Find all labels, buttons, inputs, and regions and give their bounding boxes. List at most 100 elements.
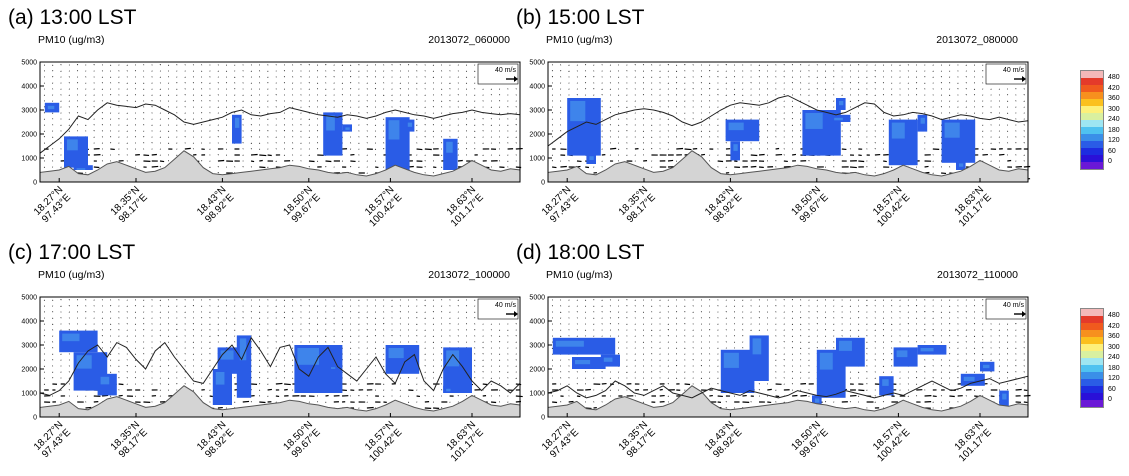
colorbar-segment — [1081, 379, 1103, 386]
wind-vector — [276, 372, 277, 373]
wind-vector — [867, 106, 868, 107]
wind-vector — [392, 306, 393, 307]
panel-d: (d) 18:00 LST PM10 (ug/m3) 2013072_11000… — [508, 241, 1048, 476]
wind-vector — [243, 324, 244, 325]
wind-vector — [834, 76, 835, 77]
wind-vector — [552, 160, 553, 161]
wind-vector — [660, 360, 661, 361]
pm10-plume-core — [556, 341, 584, 347]
wind-vector — [119, 118, 120, 119]
wind-vector — [292, 107, 293, 108]
wind-vector — [474, 137, 475, 138]
colorbar-segment — [1081, 71, 1103, 78]
wind-vector — [491, 402, 496, 403]
colorbar-label: 120 — [1108, 137, 1120, 144]
colorbar-segment — [1081, 92, 1103, 99]
wind-vector — [834, 160, 835, 161]
wind-vector — [693, 312, 694, 313]
x-tick-label: 18.50°N99.67°E — [790, 184, 831, 225]
wind-vector — [499, 341, 500, 342]
wind-vector — [309, 161, 315, 162]
wind-vector — [759, 330, 760, 331]
wind-vector — [1016, 389, 1022, 390]
wind-vector — [441, 89, 442, 90]
wind-vector — [627, 130, 628, 131]
wind-vector — [102, 118, 103, 119]
wind-vector — [350, 65, 351, 66]
colorbar-label: 120 — [1108, 375, 1120, 382]
wind-vector — [185, 119, 186, 120]
wind-vector — [94, 106, 95, 107]
wind-vector — [610, 112, 611, 113]
wind-vector — [317, 161, 318, 162]
wind-vector — [193, 305, 194, 306]
wind-vector — [77, 82, 78, 83]
wind-vector — [201, 82, 202, 83]
wind-vector — [375, 88, 376, 89]
wind-vector — [792, 118, 793, 119]
wind-vector — [933, 173, 934, 174]
wind-vector — [268, 82, 269, 83]
wind-vector — [792, 64, 793, 65]
wind-vector — [177, 329, 178, 330]
wind-vector — [135, 377, 136, 378]
wind-vector — [552, 402, 557, 403]
pm10-plume-core — [589, 156, 593, 160]
wind-vector — [949, 353, 950, 354]
wind-vector — [784, 94, 785, 95]
wind-vector — [792, 125, 793, 126]
wind-vector — [627, 324, 628, 325]
wind-vector — [991, 112, 992, 113]
wind-vector — [284, 130, 285, 131]
wind-vector — [610, 323, 611, 324]
y-tick-label: 3000 — [21, 343, 37, 350]
wind-vector — [491, 107, 492, 108]
wind-vector — [317, 130, 318, 131]
wind-vector — [383, 148, 384, 149]
wind-vector — [425, 95, 426, 96]
pm10-plume-core — [983, 365, 989, 368]
x-tick-label: 18.50°N99.67°E — [282, 184, 323, 225]
wind-vector — [450, 83, 451, 84]
wind-vector — [119, 377, 120, 378]
wind-vector — [925, 366, 926, 367]
wind-vector — [585, 76, 586, 77]
wind-vector — [474, 71, 475, 72]
wind-vector — [284, 155, 285, 156]
colorbar-label: 480 — [1108, 312, 1120, 319]
wind-vector — [858, 311, 859, 312]
colorbar-segment — [1081, 365, 1103, 372]
pm10-plume-core — [921, 348, 934, 351]
wind-vector — [102, 395, 108, 396]
wind-vector — [77, 305, 78, 306]
wind-vector — [259, 360, 260, 361]
wind-vector — [342, 336, 343, 337]
terrain — [548, 386, 1028, 417]
wind-vector — [160, 300, 161, 301]
y-tick-label: 0 — [541, 180, 545, 187]
wind-vector — [949, 306, 950, 307]
wind-vector — [259, 312, 260, 313]
wind-vector — [982, 305, 983, 306]
wind-vector — [958, 377, 959, 378]
wind-vector — [734, 89, 735, 90]
wind-vector — [602, 94, 603, 95]
wind-vector — [400, 311, 401, 312]
wind-vector — [425, 395, 426, 396]
wind-vector — [309, 299, 310, 300]
pm10-plume-core — [959, 163, 963, 166]
wind-vector — [933, 329, 934, 330]
wind-vector — [668, 324, 669, 325]
wind-vector — [367, 76, 368, 77]
wind-vector — [276, 312, 277, 313]
wind-vector — [999, 154, 1004, 155]
wind-vector — [610, 148, 616, 149]
wind-vector — [259, 143, 260, 144]
wind-vector — [152, 166, 158, 167]
wind-vector — [193, 100, 194, 101]
wind-vector — [701, 378, 702, 379]
wind-vector — [441, 167, 442, 168]
colorbar-segment — [1081, 106, 1103, 113]
wind-vector — [1007, 372, 1008, 373]
